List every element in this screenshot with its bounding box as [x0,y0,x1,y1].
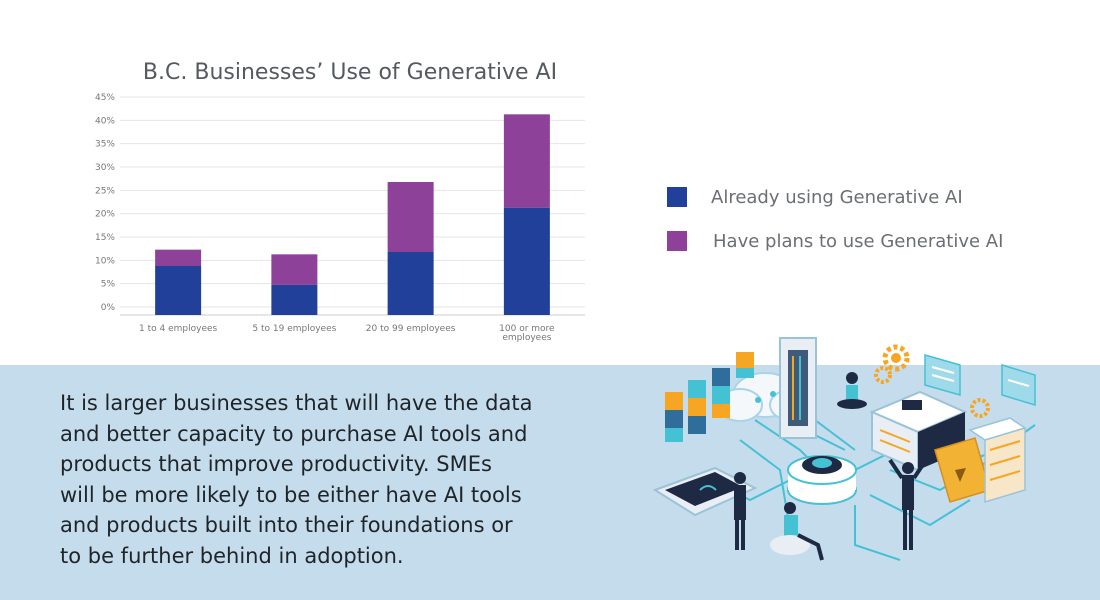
bar-using [155,266,202,315]
y-tick-label: 0% [101,303,116,313]
bar-plans [387,182,434,252]
y-tick-label: 20% [95,210,115,220]
person-arms-raised-icon [888,458,928,550]
legend-swatch-using [667,187,687,207]
x-tick-label: 5 to 19 employees [252,324,336,334]
x-tick-label: employees [502,333,551,343]
y-tick-label: 40% [95,116,115,126]
y-tick-label: 35% [95,140,115,150]
body-line: to be further behind in adoption. [60,543,404,568]
person-meditating-icon [837,372,867,409]
server-tower-icon [779,337,817,439]
legend-swatch-plans [667,231,687,251]
body-paragraph: It is larger businesses that will have t… [60,388,580,571]
gear-icon [874,344,990,418]
data-cubes-icon [665,352,754,442]
body-line: It is larger businesses that will have t… [60,391,533,415]
bar-plans [503,114,550,208]
body-line: products that improve productivity. SMEs [60,452,492,476]
chart-title: B.C. Businesses’ Use of Generative AI [142,60,558,85]
y-tick-label: 5% [101,280,116,290]
person-standing-icon [734,472,746,550]
x-tick-label: 20 to 99 employees [366,324,456,334]
body-line: will be more likely to be either have AI… [60,482,522,507]
tablet-icon [652,466,758,517]
server-rack-icon [968,417,1027,504]
legend-item-plans: Have plans to use Generative AI [667,228,1003,254]
legend-item-using: Already using Generative AI [667,184,1003,210]
folder-icon [934,437,991,503]
chart-legend: Already using Generative AI Have plans t… [667,184,1003,272]
person-sitting-icon [770,502,824,561]
legend-label-plans: Have plans to use Generative AI [713,230,1004,252]
body-line: and products built into their foundation… [60,513,513,537]
x-tick-label: 100 or more [499,324,555,334]
y-tick-label: 25% [95,186,115,196]
y-tick-label: 45% [95,93,115,103]
y-tick-label: 30% [95,163,115,173]
y-tick-label: 15% [95,233,115,243]
legend-label-using: Already using Generative AI [711,186,963,208]
stacked-bar-chart: 0% 5% 10% 15% 20% 25% 30% 35% 40% 45% 1 to 4 emplo… [95,93,585,343]
bar-using [503,207,550,315]
y-tick-label: 10% [95,256,115,266]
central-ai-hub-icon [787,455,857,505]
bar-using [271,284,318,315]
bar-plans [271,254,318,285]
body-line: and better capacity to purchase AI tools… [60,421,528,446]
bar-plans [155,249,202,266]
data-panel-icon [924,354,1036,407]
bar-using [387,252,434,315]
x-tick-label: 1 to 4 employees [139,324,217,334]
ai-technology-illustration-icon [652,337,1036,561]
server-block-icon [869,390,968,472]
